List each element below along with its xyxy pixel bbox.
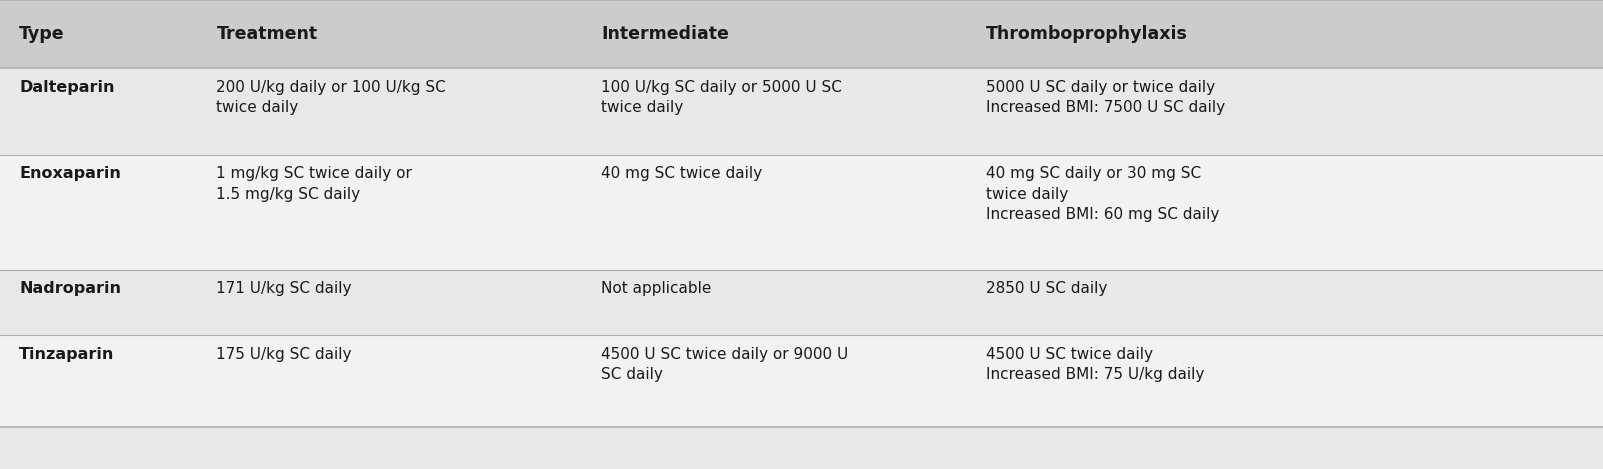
Text: 5000 U SC daily or twice daily
Increased BMI: 7500 U SC daily: 5000 U SC daily or twice daily Increased… — [986, 80, 1225, 115]
Text: 40 mg SC daily or 30 mg SC
twice daily
Increased BMI: 60 mg SC daily: 40 mg SC daily or 30 mg SC twice daily I… — [986, 166, 1220, 222]
Text: Type: Type — [19, 25, 64, 43]
Text: 175 U/kg SC daily: 175 U/kg SC daily — [216, 347, 353, 362]
Text: Dalteparin: Dalteparin — [19, 80, 115, 95]
Bar — [0, 335, 1603, 427]
Bar — [0, 270, 1603, 335]
Text: 200 U/kg daily or 100 U/kg SC
twice daily: 200 U/kg daily or 100 U/kg SC twice dail… — [216, 80, 446, 115]
Text: Intermediate: Intermediate — [601, 25, 729, 43]
Text: 1 mg/kg SC twice daily or
1.5 mg/kg SC daily: 1 mg/kg SC twice daily or 1.5 mg/kg SC d… — [216, 166, 412, 202]
Text: Nadroparin: Nadroparin — [19, 281, 122, 296]
Text: 2850 U SC daily: 2850 U SC daily — [986, 281, 1108, 296]
Text: Tinzaparin: Tinzaparin — [19, 347, 114, 362]
Bar — [0, 0, 1603, 68]
Text: 40 mg SC twice daily: 40 mg SC twice daily — [601, 166, 763, 182]
Text: Thromboprophylaxis: Thromboprophylaxis — [986, 25, 1188, 43]
Text: Not applicable: Not applicable — [601, 281, 712, 296]
Bar — [0, 68, 1603, 155]
Text: Enoxaparin: Enoxaparin — [19, 166, 122, 182]
Text: 4500 U SC twice daily
Increased BMI: 75 U/kg daily: 4500 U SC twice daily Increased BMI: 75 … — [986, 347, 1204, 382]
Bar — [0, 155, 1603, 270]
Text: 171 U/kg SC daily: 171 U/kg SC daily — [216, 281, 353, 296]
Text: Treatment: Treatment — [216, 25, 317, 43]
Text: 4500 U SC twice daily or 9000 U
SC daily: 4500 U SC twice daily or 9000 U SC daily — [601, 347, 848, 382]
Text: 100 U/kg SC daily or 5000 U SC
twice daily: 100 U/kg SC daily or 5000 U SC twice dai… — [601, 80, 842, 115]
